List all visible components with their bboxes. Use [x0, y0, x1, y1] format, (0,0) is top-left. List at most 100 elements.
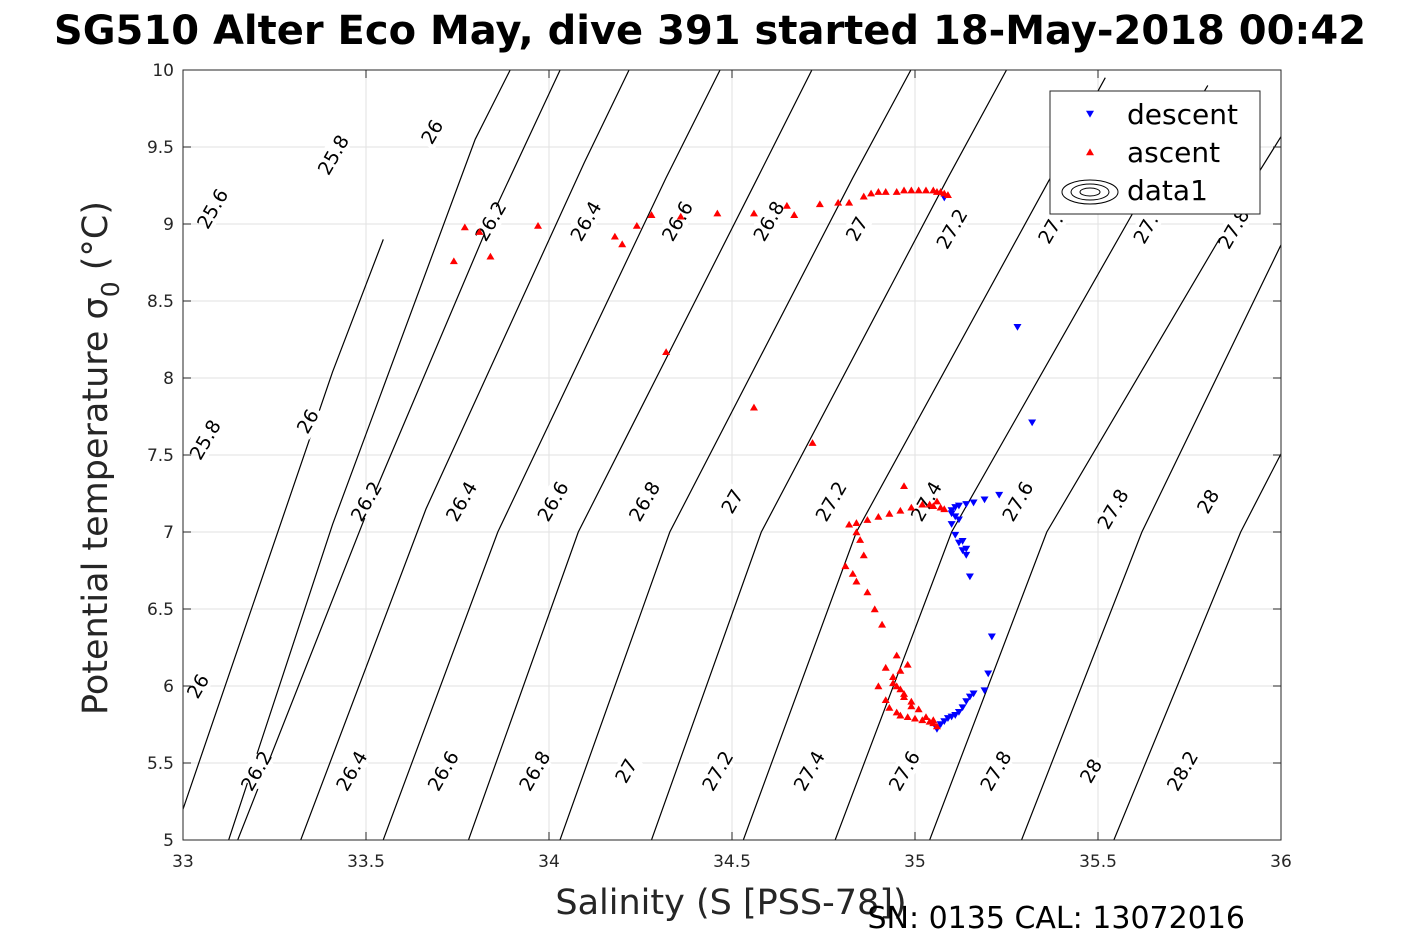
- contour-label-mask: [714, 482, 750, 520]
- ascent-point: [921, 186, 930, 194]
- descent-point: [962, 698, 971, 705]
- ascent-point: [863, 588, 872, 596]
- contour-label-mask: [813, 482, 848, 520]
- density-contour-26.2: [237, 70, 561, 840]
- descent-point: [962, 501, 971, 508]
- descent-point: [954, 539, 963, 547]
- ascent-point: [881, 188, 890, 195]
- ascent-point: [900, 690, 909, 697]
- ascent-point: [534, 221, 543, 229]
- density-contour-27: [559, 70, 912, 840]
- x-tick-label: 33.5: [347, 852, 385, 872]
- y-axis-label-text: Potential temperature σ0 (°C): [76, 201, 125, 715]
- ascent-point: [889, 673, 898, 680]
- legend-entries: descent ascent data1: [1061, 98, 1238, 207]
- contour-label-mask: [751, 202, 786, 240]
- contour-label-mask: [627, 482, 662, 520]
- y-axis-label-space: [76, 270, 116, 281]
- y-tick-label: 6.5: [147, 600, 174, 620]
- ascent-point: [848, 569, 857, 577]
- contour-label-mask: [1033, 210, 1068, 248]
- y-tick-label: 6: [163, 677, 174, 697]
- x-tick-label: 35: [904, 852, 926, 872]
- ascent-point: [914, 186, 923, 194]
- ascent-point: [852, 519, 861, 526]
- contour-label-mask: [187, 421, 222, 459]
- ascent-point: [475, 228, 484, 235]
- contour-label-mask: [290, 402, 325, 440]
- descent-point: [987, 633, 996, 641]
- descent-point: [984, 670, 993, 678]
- contour-label-mask: [608, 752, 643, 790]
- x-tick-label: 35.5: [1079, 852, 1117, 872]
- contour-label-mask: [791, 752, 826, 790]
- ascent-series: [449, 186, 952, 730]
- ascent-point: [892, 651, 901, 659]
- legend-ascent-label: ascent: [1127, 136, 1220, 169]
- y-tick-label: 7.5: [147, 446, 174, 466]
- ascent-point: [449, 257, 458, 265]
- y-tick-label: 8: [163, 369, 174, 389]
- ascent-point: [896, 506, 905, 514]
- ascent-point: [885, 509, 894, 517]
- ascent-point: [859, 192, 868, 200]
- ascent-point: [907, 186, 916, 194]
- axis-ticks: 33 33.5 34 34.5 35 35.5 36 5 5.5 6 6.5 7 7.5 8 8.5 9 9.5…: [147, 61, 1292, 872]
- descent-point: [980, 496, 989, 504]
- ascent-point: [867, 189, 876, 197]
- ascent-point: [870, 605, 879, 613]
- ascent-point: [486, 252, 495, 260]
- contour-label-mask: [1128, 210, 1163, 248]
- ascent-point: [834, 198, 843, 206]
- ascent-point: [921, 713, 930, 720]
- ascent-point: [852, 577, 861, 585]
- ascent-point: [859, 551, 868, 559]
- contour-label-mask: [1073, 752, 1108, 790]
- ascent-point: [918, 500, 927, 508]
- contour-label-mask: [334, 752, 369, 790]
- descent-point: [958, 547, 967, 555]
- density-contour-27.2: [650, 70, 1008, 840]
- ascent-point: [713, 209, 722, 217]
- descent-point: [969, 499, 978, 507]
- y-tick-label: 7: [163, 523, 174, 543]
- ascent-point: [885, 703, 894, 711]
- density-contour-27.8: [929, 135, 1281, 840]
- x-tick-label: 34.5: [713, 852, 751, 872]
- y-tick-label: 10: [152, 61, 174, 81]
- ascent-point: [932, 722, 941, 730]
- ascent-point: [632, 221, 641, 229]
- ascent-point: [896, 711, 905, 719]
- y-tick-label: 9.5: [147, 138, 174, 158]
- ascent-point: [914, 705, 923, 713]
- ascent-point: [896, 667, 905, 674]
- descent-point: [995, 491, 1004, 499]
- ascent-point: [907, 697, 916, 705]
- contour-label-mask: [1000, 482, 1035, 520]
- ascent-point: [815, 200, 824, 208]
- ascent-point: [903, 713, 912, 720]
- serial-calibration-note: SN: 0135 CAL: 13072016: [867, 901, 1245, 936]
- density-contour-26: [228, 70, 511, 840]
- legend-descent-label: descent: [1127, 98, 1238, 131]
- contour-label-mask: [660, 202, 695, 240]
- x-tick-label: 36: [1270, 852, 1292, 872]
- contour-label-mask: [1190, 482, 1225, 520]
- x-tick-label: 34: [538, 852, 560, 872]
- density-contour-26.6: [382, 70, 721, 840]
- density-contour-28: [1020, 243, 1281, 840]
- contour-label-mask: [700, 752, 735, 790]
- descent-point: [947, 521, 956, 528]
- ascent-point: [676, 212, 685, 220]
- ascent-point: [856, 536, 865, 543]
- density-contour-26.4: [300, 70, 630, 840]
- contour-label-mask: [839, 210, 874, 248]
- y-tick-label: 8.5: [147, 292, 174, 312]
- ascent-point: [460, 223, 469, 231]
- legend-contour-symbol: [1061, 179, 1119, 205]
- descent-point: [980, 687, 989, 695]
- ascent-point: [662, 348, 671, 356]
- ascent-point: [903, 660, 912, 668]
- contour-label-mask: [908, 482, 944, 520]
- contour-label-mask: [934, 210, 969, 248]
